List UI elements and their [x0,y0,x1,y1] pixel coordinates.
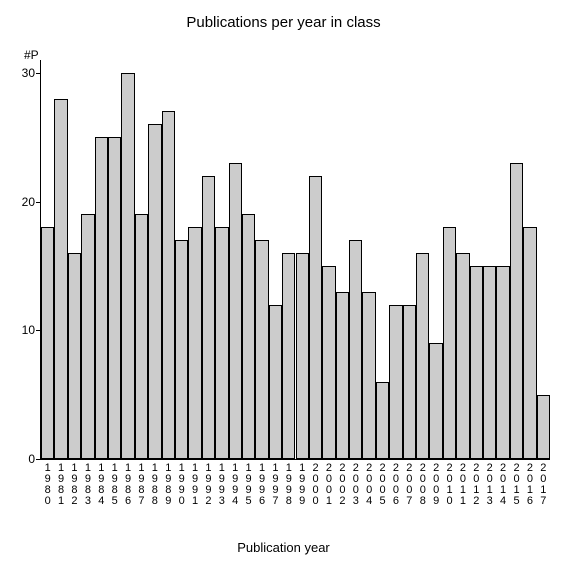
bar [148,124,161,459]
bar [202,176,215,459]
bar [523,227,536,459]
bar [108,137,121,459]
bar [269,305,282,459]
y-tick-mark [36,73,41,74]
x-tick-label: 2 0 1 2 [471,463,481,507]
bar [255,240,268,459]
bar [135,214,148,459]
bar [188,227,201,459]
x-tick-label: 2 0 0 6 [391,463,401,507]
x-tick-label: 1 9 9 5 [244,463,254,507]
bar [376,382,389,459]
bar [537,395,550,459]
x-tick-label: 2 0 1 0 [445,463,455,507]
bar [162,111,175,459]
bar [41,227,54,459]
x-tick-label: 2 0 1 1 [458,463,468,507]
x-tick-label: 1 9 9 7 [270,463,280,507]
x-tick-label: 1 9 9 8 [284,463,294,507]
x-tick-label: 1 9 8 2 [69,463,79,507]
bar [403,305,416,459]
x-tick-label: 1 9 9 0 [177,463,187,507]
x-tick-label: 1 9 8 5 [110,463,120,507]
bars-container [41,60,550,459]
x-tick-label: 2 0 1 4 [498,463,508,507]
plot-area: 01020301 9 8 01 9 8 11 9 8 21 9 8 31 9 8… [40,60,550,460]
bar [121,73,134,459]
bar [470,266,483,459]
bar [349,240,362,459]
x-tick-label: 1 9 8 1 [56,463,66,507]
bar [54,99,67,459]
bar [389,305,402,459]
chart-title: Publications per year in class [0,14,567,31]
x-tick-label: 1 9 9 6 [257,463,267,507]
x-tick-label: 1 9 9 1 [190,463,200,507]
x-tick-label: 2 0 1 5 [512,463,522,507]
y-axis-label: #P [24,48,39,62]
x-tick-label: 2 0 0 7 [404,463,414,507]
x-tick-label: 1 9 8 3 [83,463,93,507]
bar [443,227,456,459]
bar [362,292,375,459]
x-axis-label: Publication year [0,540,567,555]
x-tick-label: 2 0 0 2 [337,463,347,507]
y-tick-label: 10 [9,323,35,337]
x-tick-label: 2 0 0 1 [324,463,334,507]
x-tick-label: 1 9 8 4 [96,463,106,507]
bar [322,266,335,459]
bar [68,253,81,459]
bar [242,214,255,459]
bar [175,240,188,459]
y-tick-mark [36,202,41,203]
bar [496,266,509,459]
x-tick-label: 1 9 9 2 [203,463,213,507]
bar [510,163,523,459]
x-tick-label: 1 9 9 3 [217,463,227,507]
x-tick-label: 2 0 0 9 [431,463,441,507]
x-tick-label: 2 0 0 5 [378,463,388,507]
x-tick-label: 2 0 0 3 [351,463,361,507]
bar [282,253,295,459]
bar [429,343,442,459]
bar [95,137,108,459]
x-tick-label: 1 9 8 9 [163,463,173,507]
y-tick-label: 20 [9,195,35,209]
x-tick-label: 1 9 9 9 [297,463,307,507]
bar [309,176,322,459]
bar [215,227,228,459]
x-tick-label: 1 9 9 4 [230,463,240,507]
x-tick-label: 2 0 0 8 [418,463,428,507]
x-tick-label: 1 9 8 0 [43,463,53,507]
x-tick-label: 1 9 8 8 [150,463,160,507]
y-tick-mark [36,459,41,460]
x-tick-label: 2 0 1 3 [485,463,495,507]
bar [81,214,94,459]
bar [416,253,429,459]
bar [456,253,469,459]
y-tick-label: 30 [9,66,35,80]
bar [336,292,349,459]
y-tick-mark [36,330,41,331]
x-tick-label: 2 0 1 6 [525,463,535,507]
x-tick-label: 1 9 8 7 [136,463,146,507]
bar [296,253,309,459]
publications-bar-chart: Publications per year in class #P 010203… [0,0,567,567]
x-tick-label: 2 0 1 7 [538,463,548,507]
x-tick-label: 1 9 8 6 [123,463,133,507]
x-tick-label: 2 0 0 0 [311,463,321,507]
y-tick-label: 0 [9,452,35,466]
bar [229,163,242,459]
x-tick-label: 2 0 0 4 [364,463,374,507]
bar [483,266,496,459]
